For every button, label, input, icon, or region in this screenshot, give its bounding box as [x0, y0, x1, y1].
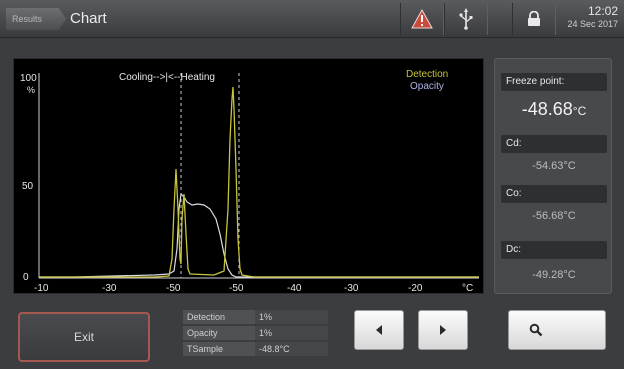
alarm-button[interactable] [400, 3, 444, 35]
param-key: Opacity [183, 326, 255, 340]
x-tick: -10 [34, 283, 49, 294]
co-label: Co: [501, 185, 607, 203]
title-bar: Results Chart [0, 0, 624, 38]
chart-svg: 100 % 50 0 Cooling-->|<--Heating Detecti… [20, 69, 479, 294]
lock-icon [528, 11, 540, 26]
chevron-left-icon [376, 325, 382, 335]
control-bar: Exit Detection 1% Opacity 1% TSample -48… [0, 300, 624, 369]
x-tick: -50 [229, 283, 244, 294]
table-row: Opacity 1% [183, 326, 328, 340]
result-panel: Freeze point: -48.68°C Cd: -54.63°C Co: … [494, 58, 612, 294]
exit-button[interactable]: Exit [18, 312, 150, 362]
x-tick: -40 [287, 283, 302, 294]
legend-detection: Detection [406, 69, 448, 80]
y-tick-top: 100 [20, 73, 37, 84]
freeze-point-unit: °C [572, 104, 587, 118]
param-key: TSample [183, 342, 255, 356]
param-value: -48.8°C [255, 342, 328, 356]
clock-date: 24 Sec 2017 [567, 19, 618, 29]
page-title: Chart [70, 10, 107, 27]
chevron-right-icon [440, 325, 446, 335]
table-row: Detection 1% [183, 310, 328, 324]
table-row: TSample -48.8°C [183, 342, 328, 356]
dc-value: -49.28°C [532, 269, 576, 281]
parameter-table: Detection 1% Opacity 1% TSample -48.8°C [183, 308, 328, 358]
warning-icon [411, 9, 433, 29]
usb-icon [459, 8, 473, 30]
detection-series-line [39, 86, 479, 278]
dc-label: Dc: [501, 241, 607, 259]
usb-button[interactable] [444, 3, 488, 35]
y-tick-mid: 50 [22, 181, 34, 192]
opacity-series-line [39, 192, 479, 278]
zoom-button[interactable] [508, 310, 606, 350]
x-tick: -50 [166, 283, 181, 294]
cooling-heating-annotation: Cooling-->|<--Heating [119, 72, 215, 83]
freeze-point-label: Freeze point: [501, 73, 607, 91]
x-tick: -20 [408, 283, 423, 294]
breadcrumb-results[interactable]: Results [6, 8, 66, 30]
freeze-chart: 100 % 50 0 Cooling-->|<--Heating Detecti… [13, 58, 484, 294]
param-value: 1% [255, 310, 328, 324]
x-tick: -30 [102, 283, 117, 294]
next-button[interactable] [418, 310, 468, 350]
cd-label: Cd: [501, 135, 607, 153]
freeze-point-value: -48.68°C [501, 99, 607, 120]
param-key: Detection [183, 310, 255, 324]
lock-button[interactable] [512, 3, 556, 35]
freeze-point-number: -48.68 [521, 99, 573, 119]
clock-time: 12:02 [587, 4, 618, 18]
y-unit: % [27, 85, 35, 95]
previous-button[interactable] [354, 310, 404, 350]
x-unit: °C [462, 283, 473, 294]
param-value: 1% [255, 326, 328, 340]
cd-value: -54.63°C [532, 160, 576, 172]
y-tick-bottom: 0 [23, 272, 29, 283]
clock: 12:02 24 Sec 2017 [554, 4, 618, 30]
co-value: -56.68°C [532, 210, 576, 222]
search-icon [529, 323, 543, 337]
x-tick: -30 [344, 283, 359, 294]
legend-opacity: Opacity [410, 81, 444, 92]
